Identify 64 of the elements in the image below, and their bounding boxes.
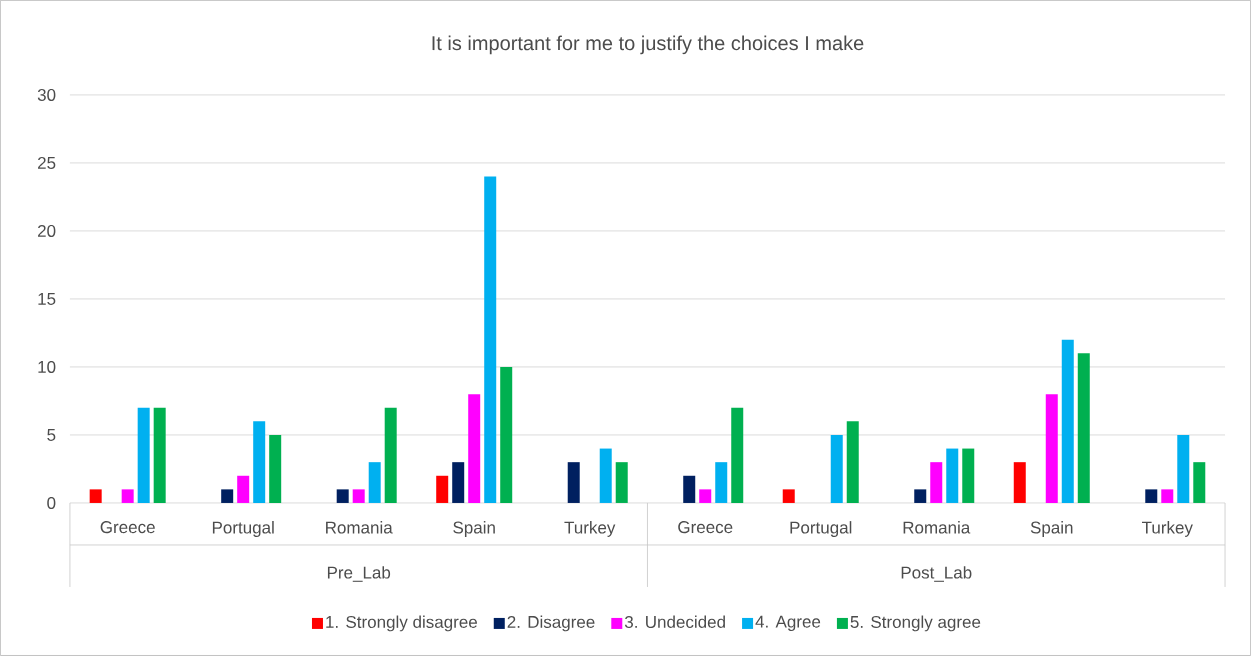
bar: [715, 462, 728, 504]
bar: [384, 407, 397, 504]
bar: [615, 462, 628, 504]
bar: [368, 462, 381, 504]
bar: [782, 489, 795, 504]
x-tick-label: Portugal: [212, 521, 274, 537]
bar: [1077, 353, 1090, 504]
legend-label: 3. Undecided: [624, 615, 725, 629]
bar: [153, 407, 166, 504]
x-tick-label: Turkey: [564, 521, 616, 537]
bar: [1061, 339, 1074, 504]
bar: [930, 462, 943, 504]
bar: [468, 394, 481, 504]
x-tick-label: Spain: [1030, 521, 1073, 537]
bar: [1177, 435, 1190, 504]
x-tick-label: Portugal: [790, 521, 852, 537]
bar: [352, 489, 365, 504]
x-tick-label: Romania: [326, 521, 393, 534]
bar: [336, 489, 349, 504]
bar: [830, 435, 843, 504]
y-tick-label: 5: [47, 429, 56, 441]
bar: [699, 489, 712, 504]
bar: [1013, 462, 1026, 504]
y-tick-label: 10: [38, 360, 56, 374]
legend-label: 2. Disagree: [507, 615, 595, 632]
bar: [500, 367, 513, 504]
bar: [914, 489, 927, 504]
bar: [452, 462, 465, 504]
bar: [1161, 489, 1174, 504]
bar: [89, 489, 102, 504]
text: Pre_Lab: [327, 566, 391, 582]
y-tick-label: 25: [38, 156, 56, 169]
bar: [436, 475, 449, 504]
chart-title: It is important for me to justify the choices I make: [432, 35, 864, 55]
x-tick-label: Spain: [453, 521, 495, 537]
bar: [599, 448, 612, 504]
x-tick-label: Turkey: [1141, 521, 1193, 537]
bar: [121, 489, 134, 504]
legend-label: 1. Strongly disagree: [326, 615, 477, 632]
bar: [221, 489, 234, 504]
bar: [962, 448, 975, 504]
bar: [731, 407, 744, 504]
bar: [567, 462, 580, 504]
bar: [237, 475, 250, 504]
y-tick-label: 30: [37, 88, 56, 101]
bar: [946, 448, 959, 504]
y-tick-label: 0: [47, 496, 56, 510]
bar: [269, 435, 282, 504]
bar: [1045, 394, 1058, 504]
x-tick-label: Romania: [903, 521, 971, 534]
bar: [137, 407, 150, 504]
legend-label: 4. Agree: [755, 615, 821, 632]
x-tick-label: Greece: [100, 521, 155, 534]
bar: [846, 421, 859, 504]
bar: [1145, 489, 1158, 504]
y-tick-label: 20: [38, 224, 56, 237]
y-tick-label: 15: [38, 293, 56, 305]
bar: [253, 421, 266, 504]
legend-label: 5. Strongly agree: [850, 615, 981, 632]
x-tick-label: Greece: [678, 521, 733, 534]
bar: [1193, 462, 1206, 504]
bar: [683, 475, 696, 504]
text: Post_Lab: [901, 566, 972, 582]
bar: [484, 176, 497, 504]
